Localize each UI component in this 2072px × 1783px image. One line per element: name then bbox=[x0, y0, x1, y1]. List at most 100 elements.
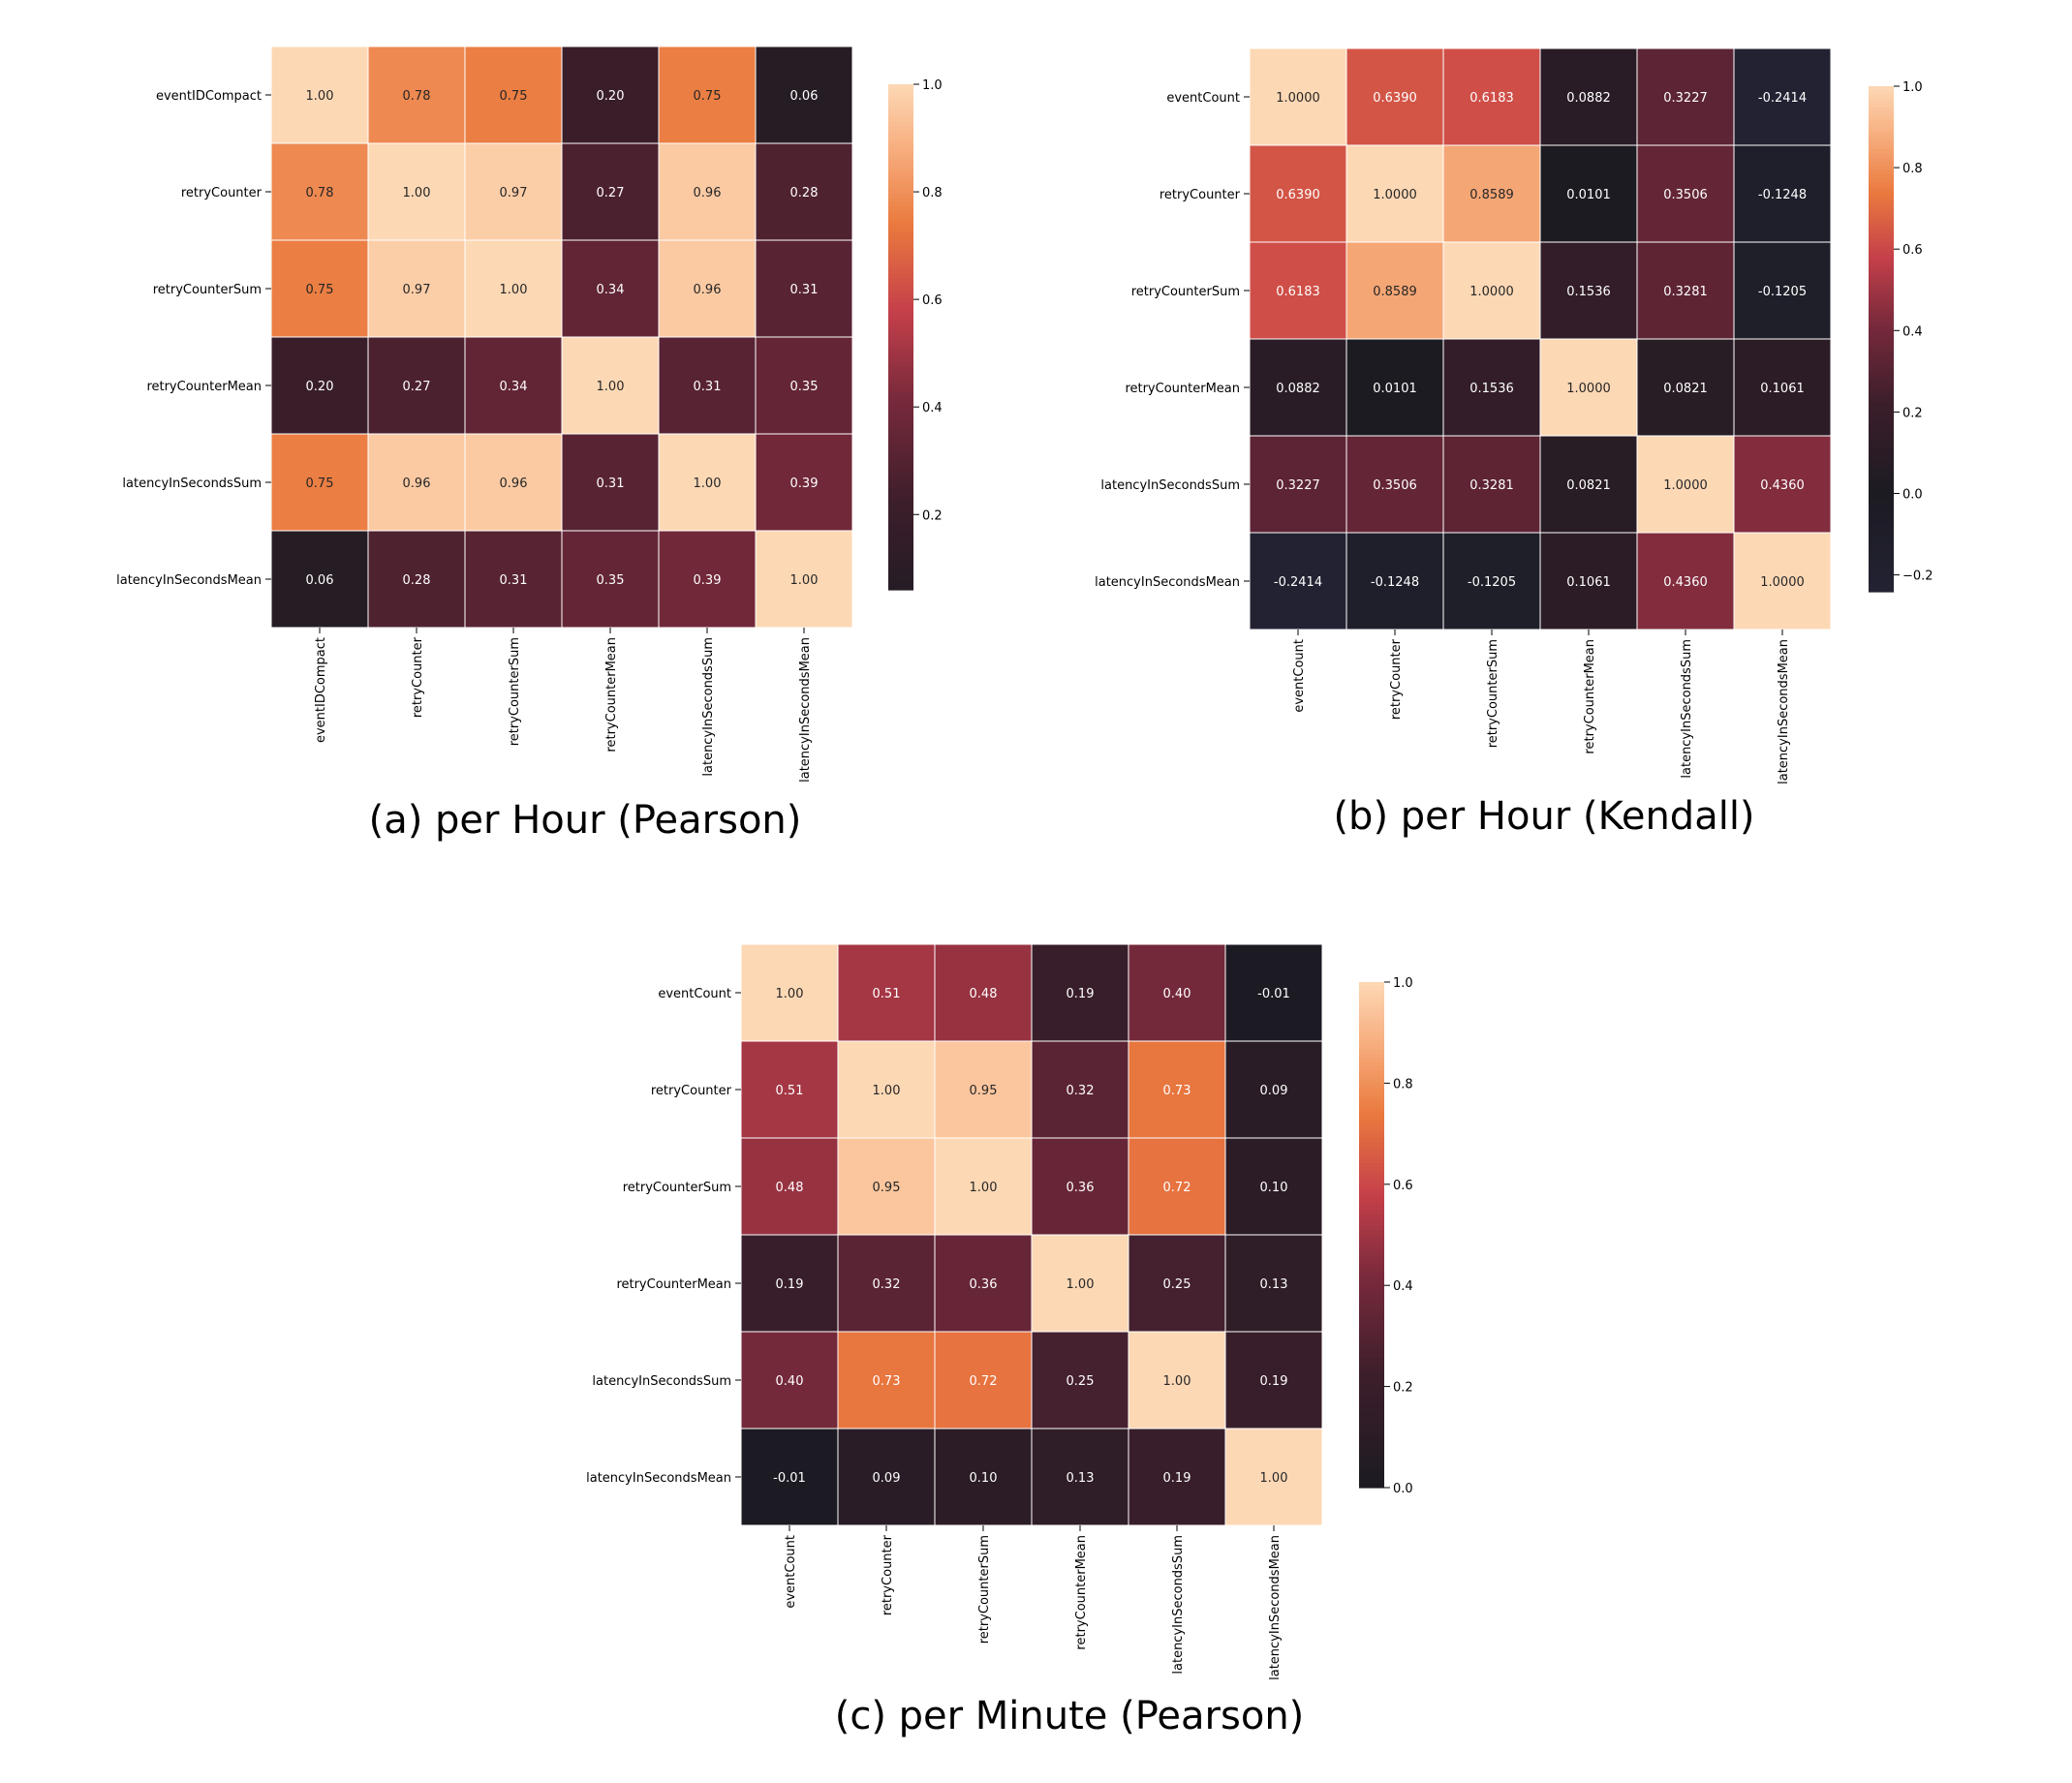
colorbar-segment bbox=[1869, 520, 1894, 525]
colorbar-segment bbox=[1869, 107, 1894, 112]
cell-value-label: 0.35 bbox=[790, 380, 819, 394]
colorbar-segment bbox=[1359, 1251, 1384, 1257]
colorbar-tick-label: 0.8 bbox=[1902, 162, 1923, 176]
panel-caption: (a) per Hour (Pearson) bbox=[369, 798, 802, 843]
colorbar-segment bbox=[888, 323, 913, 329]
colorbar-tick-label: −0.2 bbox=[1902, 569, 1933, 584]
colorbar-segment bbox=[1869, 313, 1894, 319]
x-tick-label: retryCounterMean bbox=[1583, 639, 1597, 754]
x-tick-label: latencyInSecondsSum bbox=[1171, 1535, 1186, 1675]
cell-value-label: 0.31 bbox=[500, 573, 528, 588]
colorbar-segment bbox=[1359, 1205, 1384, 1211]
colorbar-segment bbox=[1359, 1479, 1384, 1485]
colorbar-segment bbox=[1359, 1226, 1384, 1232]
cell-value-label: -0.1205 bbox=[1468, 575, 1516, 590]
colorbar-segment bbox=[1359, 1302, 1384, 1307]
cell-value-label: 0.1061 bbox=[1566, 575, 1611, 590]
colorbar-segment bbox=[1359, 1243, 1384, 1248]
colorbar-segment bbox=[1869, 540, 1894, 546]
heatmap-cell bbox=[934, 1331, 1033, 1429]
colorbar-segment bbox=[888, 88, 913, 94]
heatmap-cell bbox=[755, 336, 853, 435]
colorbar-segment bbox=[1869, 166, 1894, 171]
colorbar-segment bbox=[1359, 1239, 1384, 1245]
cell-value-label: -0.1248 bbox=[1758, 188, 1807, 202]
cell-value-label: 1.00 bbox=[597, 380, 625, 394]
colorbar-segment bbox=[1359, 1028, 1384, 1033]
cell-value-label: 0.20 bbox=[597, 89, 625, 104]
heatmap-cell bbox=[1442, 144, 1541, 243]
cell-value-label: 0.51 bbox=[776, 1084, 804, 1098]
heatmap-cell bbox=[1224, 1331, 1323, 1429]
heatmap-cell bbox=[755, 433, 853, 532]
y-tick-label: retryCounterMean bbox=[146, 380, 262, 394]
colorbar-segment bbox=[1359, 1184, 1384, 1189]
cell-value-label: 1.0000 bbox=[1469, 285, 1514, 299]
cell-value-label: 0.78 bbox=[306, 186, 334, 200]
cell-value-label: 1.0000 bbox=[1760, 575, 1805, 590]
panel-caption: (b) per Hour (Kendall) bbox=[1333, 794, 1754, 839]
colorbar-segment bbox=[1359, 1454, 1384, 1460]
cell-value-label: -0.1248 bbox=[1371, 575, 1419, 590]
colorbar-segment bbox=[888, 446, 913, 452]
x-tick-label: latencyInSecondsSum bbox=[1680, 639, 1694, 779]
colorbar-segment bbox=[888, 379, 913, 384]
colorbar-segment bbox=[1359, 1357, 1384, 1363]
heatmap-cell bbox=[1249, 144, 1347, 243]
cell-value-label: 1.00 bbox=[1163, 1374, 1191, 1389]
colorbar-segment bbox=[1359, 1403, 1384, 1408]
colorbar-segment bbox=[888, 235, 913, 241]
colorbar-segment bbox=[1359, 1268, 1384, 1274]
cell-value-label: 0.96 bbox=[694, 283, 722, 297]
x-tick-label: retryCounterSum bbox=[977, 1535, 992, 1644]
colorbar-segment bbox=[1359, 1445, 1384, 1451]
heatmap-cell bbox=[740, 943, 839, 1042]
heatmap-cell bbox=[1539, 338, 1638, 437]
colorbar-segment bbox=[1359, 1339, 1384, 1345]
colorbar-segment bbox=[1359, 1036, 1384, 1042]
colorbar-tick-label: 0.8 bbox=[922, 186, 943, 200]
cell-value-label: 0.32 bbox=[873, 1277, 901, 1292]
colorbar-segment bbox=[1869, 397, 1894, 403]
colorbar-segment bbox=[1359, 1104, 1384, 1110]
y-tick-label: retryCounterSum bbox=[623, 1181, 731, 1195]
colorbar-segment bbox=[1359, 1416, 1384, 1421]
heatmap-cell bbox=[464, 433, 563, 532]
colorbar-segment bbox=[1869, 533, 1894, 538]
colorbar-segment bbox=[888, 337, 913, 342]
colorbar-segment bbox=[1359, 1310, 1384, 1316]
colorbar-segment bbox=[1869, 587, 1894, 593]
heatmap-cell bbox=[1249, 338, 1347, 437]
cell-value-label: -0.2414 bbox=[1274, 575, 1322, 590]
cell-value-label: 0.28 bbox=[403, 573, 431, 588]
colorbar-segment bbox=[1359, 1066, 1384, 1071]
colorbar-tick-label: 0.2 bbox=[922, 508, 943, 523]
colorbar-segment bbox=[888, 569, 913, 574]
colorbar-segment bbox=[1359, 1483, 1384, 1489]
colorbar-segment bbox=[1869, 153, 1894, 159]
colorbar-segment bbox=[1359, 1020, 1384, 1026]
cell-value-label: 0.0101 bbox=[1373, 382, 1417, 396]
heatmap-cell bbox=[740, 1040, 839, 1139]
colorbar-segment bbox=[888, 476, 913, 481]
colorbar-segment bbox=[1359, 982, 1384, 987]
cell-value-label: 0.72 bbox=[1163, 1181, 1191, 1195]
cell-value-label: 0.73 bbox=[1163, 1084, 1191, 1098]
colorbar-segment bbox=[888, 357, 913, 363]
colorbar-segment bbox=[1359, 1332, 1384, 1337]
colorbar-segment bbox=[1359, 1327, 1384, 1333]
colorbar-tick-label: 0.6 bbox=[922, 293, 943, 308]
x-tick-label: latencyInSecondsMean bbox=[1268, 1535, 1283, 1680]
colorbar-segment bbox=[1869, 325, 1894, 331]
cell-value-label: 0.06 bbox=[306, 573, 334, 588]
colorbar-segment bbox=[1869, 86, 1894, 91]
cell-value-label: 1.00 bbox=[1067, 1277, 1095, 1292]
colorbar-segment bbox=[888, 316, 913, 322]
colorbar-segment bbox=[1869, 440, 1894, 446]
colorbar-segment bbox=[888, 522, 913, 528]
colorbar-segment bbox=[1359, 1158, 1384, 1164]
heatmap-cell bbox=[1636, 435, 1735, 534]
colorbar-tick-label: 0.6 bbox=[1902, 243, 1923, 258]
colorbar-segment bbox=[1869, 436, 1894, 441]
